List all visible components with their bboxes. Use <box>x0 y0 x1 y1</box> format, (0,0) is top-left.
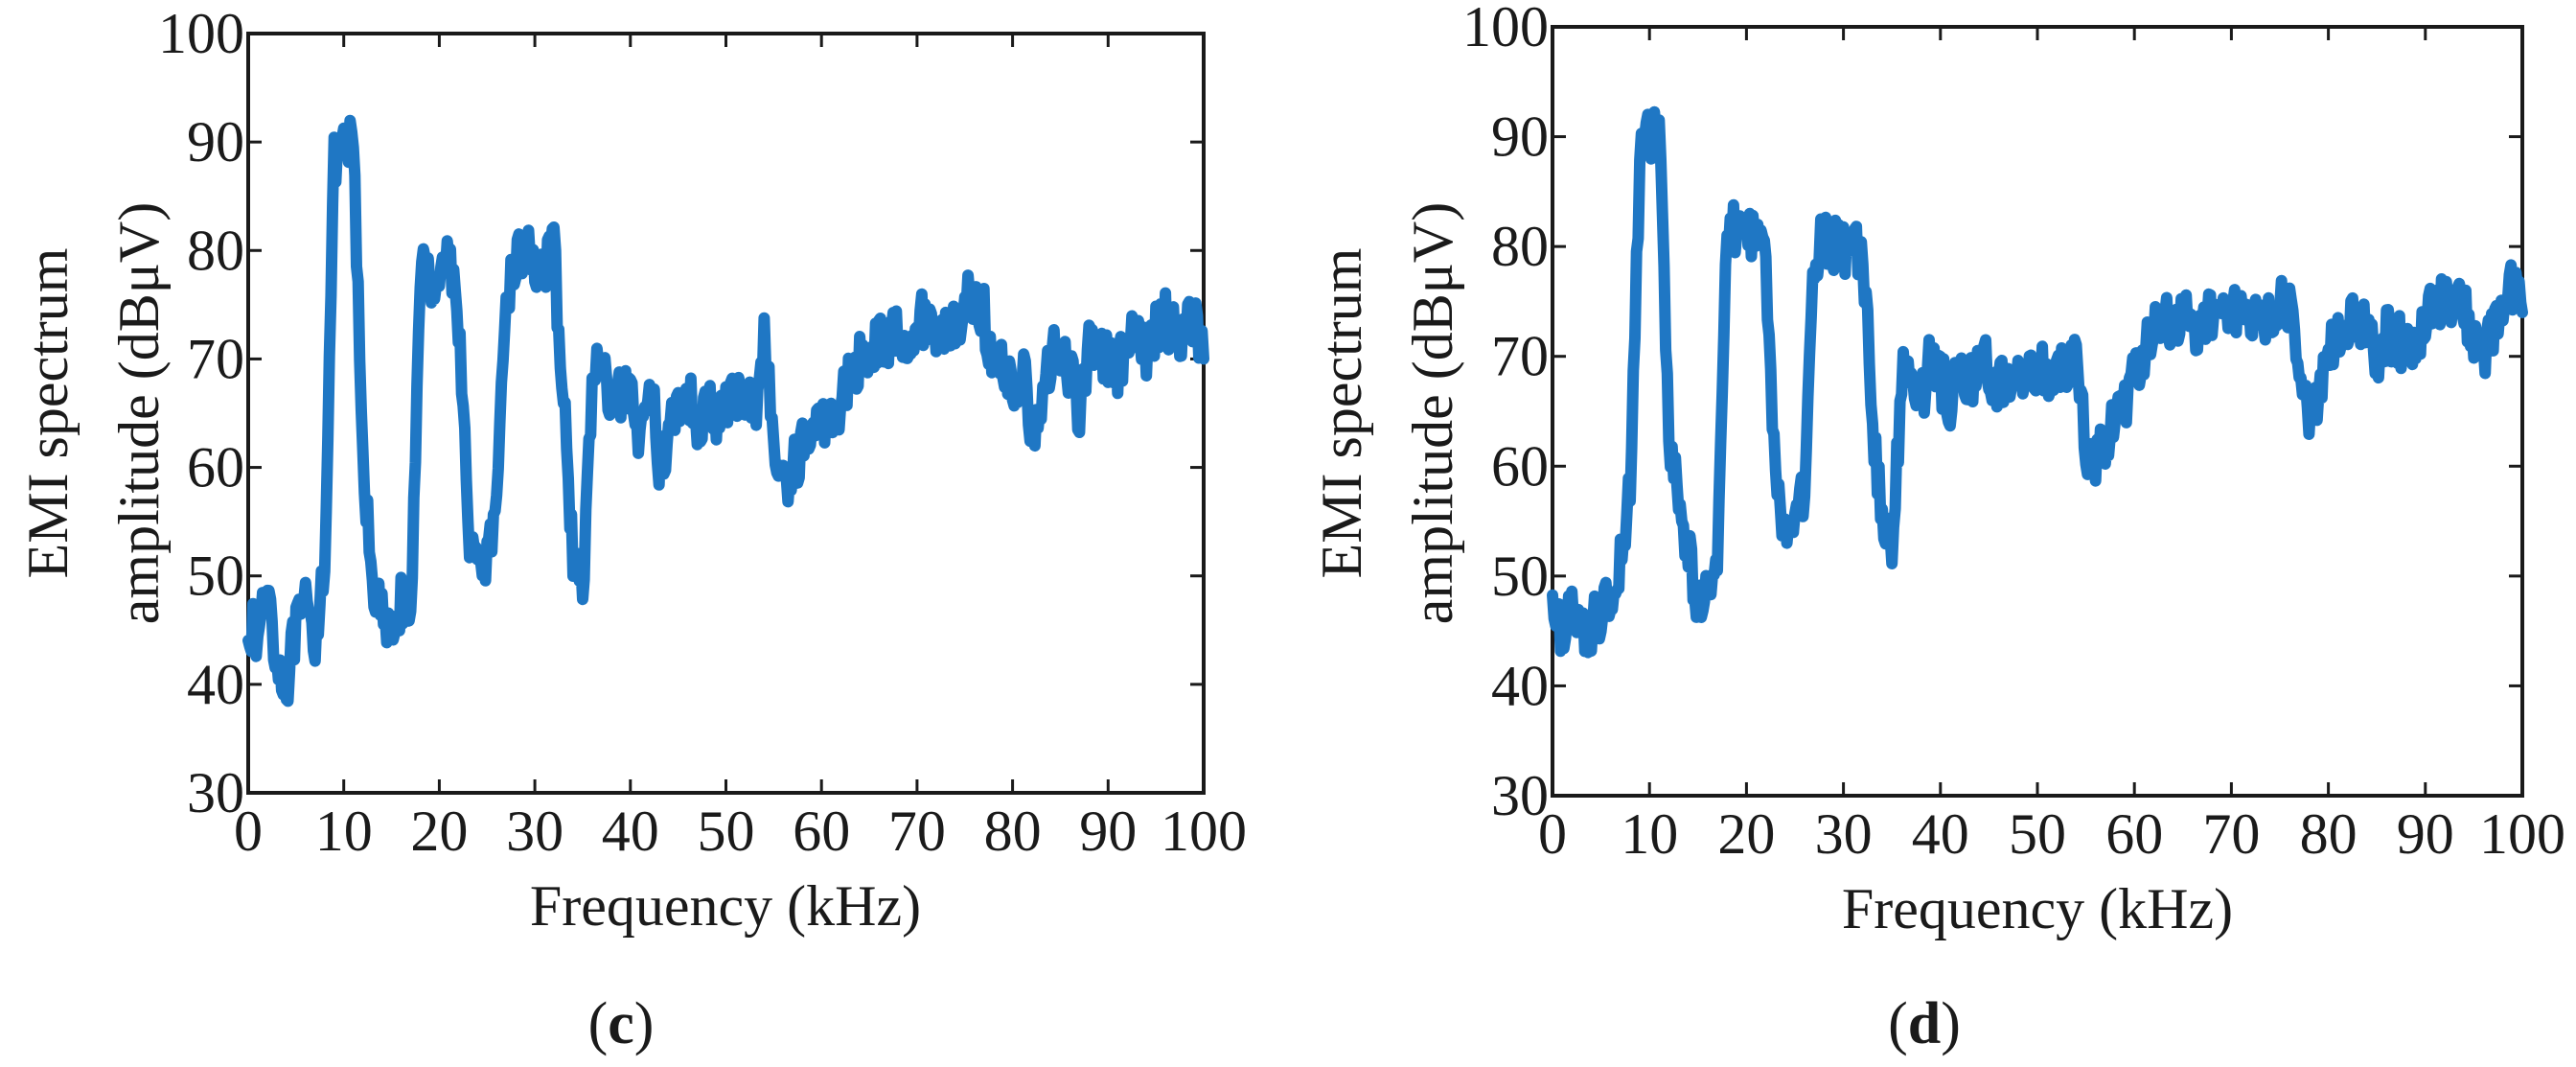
y-axis-label-line2: amplitude (dBμV) <box>1401 202 1464 624</box>
y-tick-label: 50 <box>187 545 244 608</box>
x-tick-label: 10 <box>1621 802 1678 866</box>
x-tick-label: 50 <box>2009 802 2066 866</box>
y-axis-label-line2: amplitude (dBμV) <box>107 202 171 624</box>
panel-label: (c) <box>588 991 655 1056</box>
x-tick-label: 0 <box>1538 802 1567 866</box>
plot-frame <box>1551 25 2524 798</box>
x-tick-label: 40 <box>602 800 659 863</box>
x-tick-label: 90 <box>2397 802 2454 866</box>
panel-label-letter: c <box>608 991 634 1056</box>
x-tick-label: 100 <box>2479 802 2565 866</box>
data-series <box>1547 105 2528 659</box>
series-line <box>242 114 1209 707</box>
y-tick-label: 60 <box>1491 434 1549 498</box>
x-axis-label: Frequency (kHz) <box>530 874 921 938</box>
x-tick-label: 10 <box>315 800 373 863</box>
x-tick-label: 90 <box>1079 800 1137 863</box>
y-tick-label: 70 <box>187 327 244 390</box>
x-tick-label: 20 <box>410 800 468 863</box>
y-tick-label: 100 <box>1462 0 1549 58</box>
y-tick-label: 50 <box>1491 545 1549 608</box>
x-tick-label: 70 <box>888 800 946 863</box>
chart-panel-d: 30 40 50 60 70 80 90 100 0 10 20 30 40 50 60 70 80 90 100… <box>1310 0 2565 1056</box>
y-tick-label: 80 <box>1491 215 1549 278</box>
data-series <box>242 114 1209 707</box>
x-tick-label: 30 <box>506 800 564 863</box>
x-tick-label: 40 <box>1912 802 1969 866</box>
y-tick-label: 40 <box>1491 654 1549 717</box>
y-axis-label-line1: EMI spectrum <box>1310 248 1373 579</box>
y-tick-label: 80 <box>187 219 244 282</box>
y-tick-label: 90 <box>1491 105 1549 169</box>
y-tick-label: 40 <box>187 653 244 716</box>
series-line <box>1547 105 2528 659</box>
x-axis-ticks: 0 10 20 30 40 50 60 70 80 90 100 <box>1538 27 2565 866</box>
y-axis-ticks: 30 40 50 60 70 80 90 100 <box>158 2 1204 824</box>
x-tick-label: 0 <box>234 800 263 863</box>
x-tick-label: 20 <box>1717 802 1775 866</box>
y-axis-ticks: 30 40 50 60 70 80 90 100 <box>1462 0 2522 827</box>
panel-label: (d) <box>1888 991 1961 1056</box>
y-axis-label-line1: EMI spectrum <box>16 248 80 579</box>
x-axis-ticks: 0 10 20 30 40 50 60 70 80 90 100 <box>234 34 1247 863</box>
y-tick-label: 30 <box>187 761 244 824</box>
y-tick-label: 60 <box>187 436 244 499</box>
x-tick-label: 100 <box>1161 800 1247 863</box>
x-tick-label: 80 <box>2300 802 2358 866</box>
x-tick-label: 60 <box>2105 802 2163 866</box>
x-tick-label: 80 <box>984 800 1042 863</box>
y-tick-label: 100 <box>158 2 244 65</box>
x-tick-label: 30 <box>1815 802 1873 866</box>
y-tick-label: 90 <box>187 110 244 174</box>
y-tick-label: 70 <box>1491 325 1549 388</box>
x-tick-label: 50 <box>698 800 755 863</box>
panel-label-letter: d <box>1908 991 1941 1056</box>
x-axis-label: Frequency (kHz) <box>1842 877 2233 940</box>
x-tick-label: 60 <box>793 800 850 863</box>
x-tick-label: 70 <box>2202 802 2260 866</box>
chart-panel-c: 30 40 50 60 70 80 90 100 0 10 20 30 40 50 60 70 80 90 100… <box>16 2 1247 1056</box>
y-tick-label: 30 <box>1491 764 1549 827</box>
